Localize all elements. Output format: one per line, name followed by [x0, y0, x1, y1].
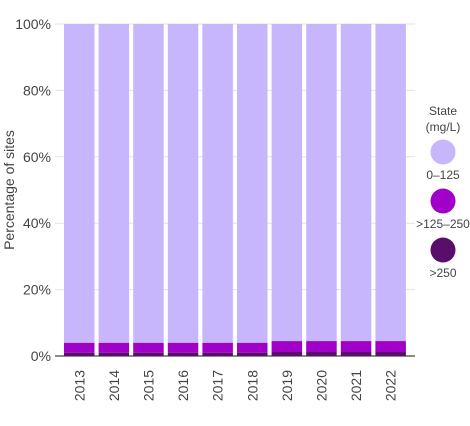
- bar-segment: [133, 342, 164, 353]
- bar-segment: [237, 24, 268, 343]
- bar-segment: [340, 341, 372, 353]
- y-tick-label: 0%: [31, 348, 51, 364]
- x-tick-label: 2014: [106, 370, 122, 401]
- legend: State (mg/L) 0–125 >125–250 >250: [416, 104, 470, 280]
- y-axis-ticks: 0% 20% 40% 60% 80% 100%: [15, 16, 51, 364]
- x-tick-label: 2019: [279, 370, 295, 401]
- bar-segment: [98, 342, 130, 353]
- bar-segment: [202, 352, 233, 356]
- y-axis-title: Percentage of sites: [1, 130, 17, 250]
- bar-segment: [306, 352, 337, 356]
- y-tick-label: 40%: [23, 215, 51, 231]
- bar-segment: [64, 352, 95, 356]
- bar-segment: [306, 24, 337, 342]
- bar-segment: [271, 341, 303, 353]
- bar-segment: [98, 24, 130, 343]
- x-tick-label: 2017: [210, 370, 226, 401]
- bar-segment: [375, 24, 406, 342]
- bars: [64, 24, 406, 356]
- y-tick-label: 80%: [23, 82, 51, 98]
- y-tick-label: 60%: [23, 149, 51, 165]
- bar-segment: [237, 342, 268, 353]
- y-tick-label: 100%: [15, 16, 51, 32]
- bar-segment: [340, 352, 372, 356]
- bar-segment: [98, 352, 130, 356]
- legend-swatch: [430, 188, 456, 214]
- x-tick-label: 2021: [348, 370, 364, 401]
- legend-title-line1: State: [429, 104, 457, 118]
- legend-label: >250: [429, 266, 456, 280]
- legend-label: 0–125: [426, 168, 460, 182]
- x-axis-ticks: 2013 2014 2015 2016 2017 2018 2019 2020 2021 2022: [71, 370, 398, 401]
- legend-swatch: [430, 237, 456, 263]
- bar-segment: [64, 342, 95, 353]
- x-tick-label: 2013: [71, 370, 87, 401]
- bar-segment: [271, 352, 303, 356]
- x-tick-label: 2018: [244, 370, 260, 401]
- bar-segment: [271, 24, 303, 342]
- bar-segment: [167, 24, 199, 343]
- bar-segment: [306, 341, 337, 353]
- y-tick-label: 20%: [23, 282, 51, 298]
- bar-segment: [237, 352, 268, 356]
- x-tick-label: 2022: [383, 370, 399, 401]
- x-tick-label: 2016: [175, 370, 191, 401]
- bar-segment: [133, 24, 164, 343]
- legend-swatch: [430, 139, 456, 165]
- bar-segment: [167, 352, 199, 356]
- legend-label: >125–250: [416, 217, 470, 231]
- bar-segment: [375, 341, 406, 353]
- legend-title-line2: (mg/L): [426, 120, 461, 134]
- bar-segment: [133, 352, 164, 356]
- bar-segment: [375, 352, 406, 356]
- bar-segment: [202, 24, 233, 343]
- bar-segment: [64, 24, 95, 343]
- bar-segment: [202, 342, 233, 353]
- x-tick-label: 2015: [140, 370, 156, 401]
- bar-segment: [167, 342, 199, 353]
- bar-segment: [340, 24, 372, 342]
- x-tick-label: 2020: [313, 370, 329, 401]
